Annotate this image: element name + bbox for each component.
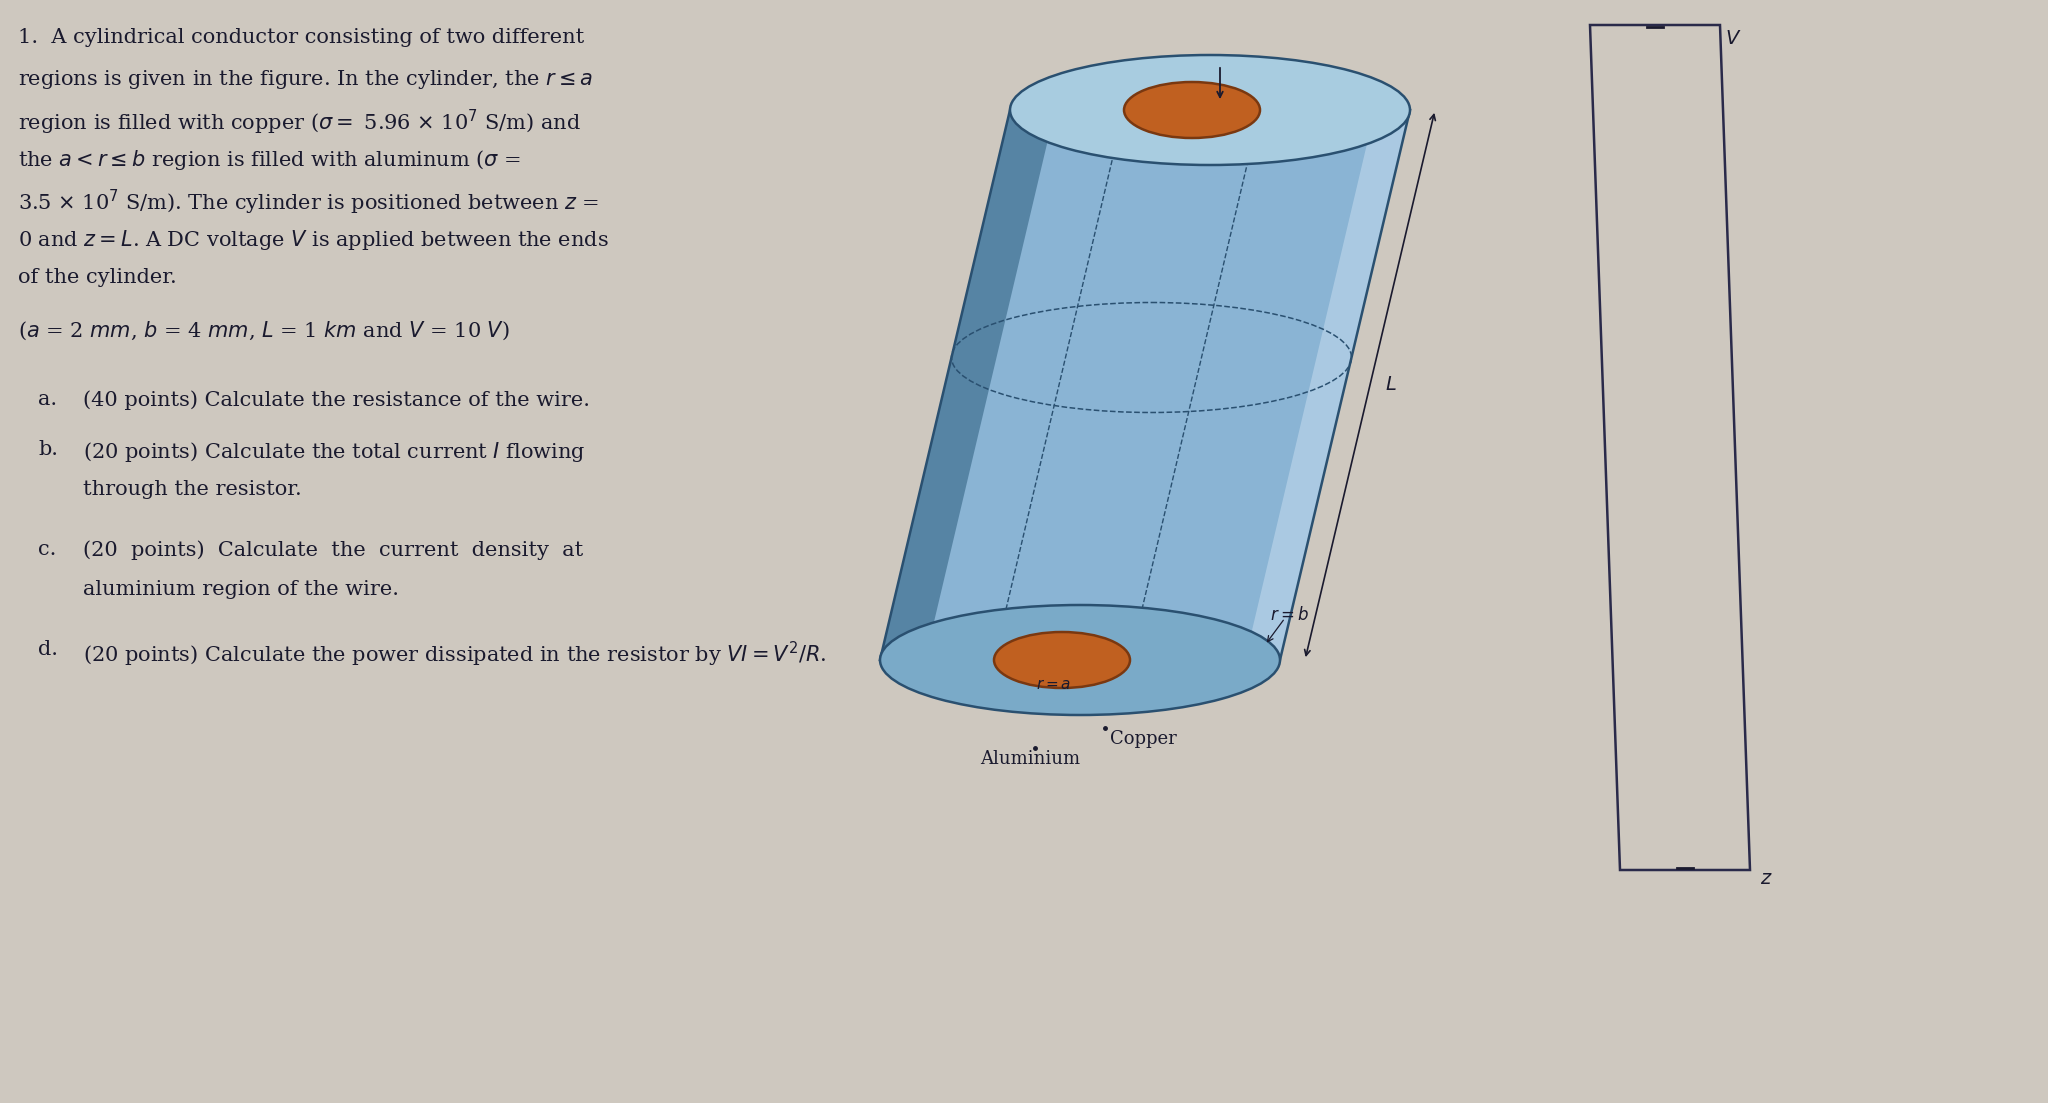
Text: Copper: Copper — [1110, 730, 1178, 748]
Text: (20 points) Calculate the total current $I$ flowing: (20 points) Calculate the total current … — [84, 440, 586, 464]
Text: 0 and $z = L$. A DC voltage $V$ is applied between the ends: 0 and $z = L$. A DC voltage $V$ is appli… — [18, 228, 608, 251]
Ellipse shape — [993, 632, 1130, 688]
Text: region is filled with copper ($\sigma =$ 5.96 $\times$ 10$^7$ S/m) and: region is filled with copper ($\sigma =$… — [18, 108, 582, 137]
Text: ($a$ = 2 $mm$, $b$ = 4 $mm$, $L$ = 1 $km$ and $V$ = 10 $V$): ($a$ = 2 $mm$, $b$ = 4 $mm$, $L$ = 1 $km… — [18, 320, 510, 342]
Text: of the cylinder.: of the cylinder. — [18, 268, 176, 287]
Polygon shape — [881, 110, 1055, 660]
Text: $r = a$: $r = a$ — [1036, 678, 1071, 692]
Ellipse shape — [1010, 55, 1409, 165]
Text: (20  points)  Calculate  the  current  density  at: (20 points) Calculate the current densit… — [84, 540, 584, 559]
Text: (20 points) Calculate the power dissipated in the resistor by $VI = V^2/R$.: (20 points) Calculate the power dissipat… — [84, 640, 825, 670]
Polygon shape — [881, 110, 1409, 660]
Text: 1.  A cylindrical conductor consisting of two different: 1. A cylindrical conductor consisting of… — [18, 28, 584, 47]
Ellipse shape — [1124, 82, 1260, 138]
Text: $z$: $z$ — [1759, 870, 1774, 888]
Text: a.: a. — [39, 390, 57, 409]
Text: 3.5 $\times$ 10$^7$ S/m). The cylinder is positioned between $z$ =: 3.5 $\times$ 10$^7$ S/m). The cylinder i… — [18, 188, 600, 217]
Text: $L$: $L$ — [1384, 376, 1397, 394]
Text: through the resistor.: through the resistor. — [84, 480, 301, 499]
Ellipse shape — [881, 606, 1280, 715]
Polygon shape — [1245, 110, 1409, 660]
Text: d.: d. — [39, 640, 57, 658]
Text: (40 points) Calculate the resistance of the wire.: (40 points) Calculate the resistance of … — [84, 390, 590, 409]
Text: regions is given in the figure. In the cylinder, the $r \leq a$: regions is given in the figure. In the c… — [18, 68, 594, 92]
Text: Aluminium: Aluminium — [981, 750, 1079, 768]
Text: c.: c. — [39, 540, 57, 559]
Text: $V$: $V$ — [1724, 30, 1741, 49]
Text: the $a < r \leq b$ region is filled with aluminum ($\sigma$ =: the $a < r \leq b$ region is filled with… — [18, 148, 522, 172]
Text: $r = b$: $r = b$ — [1270, 606, 1309, 624]
Text: aluminium region of the wire.: aluminium region of the wire. — [84, 580, 399, 599]
Text: b.: b. — [39, 440, 57, 459]
